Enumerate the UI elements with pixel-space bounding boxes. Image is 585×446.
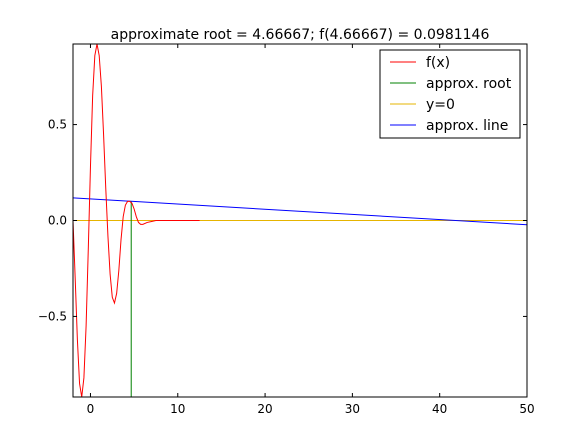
x-tick-label: 10: [170, 402, 185, 416]
y-tick-label: −0.5: [38, 309, 67, 323]
legend: f(x) approx. root y=0 approx. line: [379, 49, 521, 139]
legend-label: approx. line: [426, 118, 508, 134]
y-tick-label: 0.5: [48, 118, 67, 132]
y-tick-label: 0.0: [48, 214, 67, 228]
legend-label: approx. root: [426, 76, 512, 92]
series-line-f-x-: [73, 44, 200, 397]
series-group: [73, 44, 527, 397]
legend-box: [379, 49, 521, 139]
x-tick-label: 30: [345, 402, 360, 416]
legend-label: y=0: [426, 97, 455, 113]
x-tick-label: 20: [257, 402, 272, 416]
chart-title: approximate root = 4.66667; f(4.66667) =…: [111, 27, 490, 43]
legend-label: f(x): [426, 55, 450, 71]
axes: 0 10 20 30 40 50 0.5 0.0 −0.5: [38, 43, 535, 416]
x-tick-label: 40: [432, 402, 447, 416]
plot-area: [73, 44, 527, 397]
series-line-approx-line: [73, 197, 527, 226]
x-tick-label: 0: [87, 402, 95, 416]
x-tick-label: 50: [519, 402, 534, 416]
